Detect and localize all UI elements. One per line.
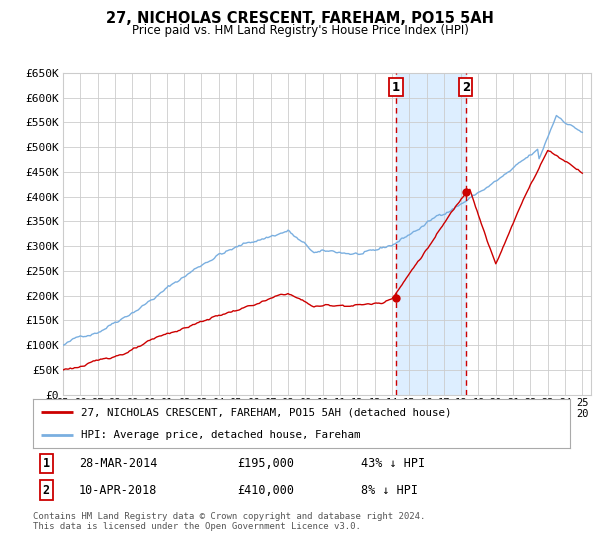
Text: HPI: Average price, detached house, Fareham: HPI: Average price, detached house, Fare… (82, 430, 361, 440)
Bar (396, 73, 466, 395)
Text: 8% ↓ HPI: 8% ↓ HPI (361, 483, 418, 497)
Text: 10-APR-2018: 10-APR-2018 (79, 483, 157, 497)
Text: £410,000: £410,000 (237, 483, 294, 497)
Text: 43% ↓ HPI: 43% ↓ HPI (361, 457, 425, 470)
Text: 1: 1 (392, 81, 400, 94)
Text: 2: 2 (43, 483, 50, 497)
Text: 1: 1 (43, 457, 50, 470)
Text: Price paid vs. HM Land Registry's House Price Index (HPI): Price paid vs. HM Land Registry's House … (131, 24, 469, 36)
Text: 2: 2 (462, 81, 470, 94)
Text: 27, NICHOLAS CRESCENT, FAREHAM, PO15 5AH: 27, NICHOLAS CRESCENT, FAREHAM, PO15 5AH (106, 11, 494, 26)
Text: Contains HM Land Registry data © Crown copyright and database right 2024.: Contains HM Land Registry data © Crown c… (33, 512, 425, 521)
Text: This data is licensed under the Open Government Licence v3.0.: This data is licensed under the Open Gov… (33, 522, 361, 531)
Text: 27, NICHOLAS CRESCENT, FAREHAM, PO15 5AH (detached house): 27, NICHOLAS CRESCENT, FAREHAM, PO15 5AH… (82, 407, 452, 417)
Text: 28-MAR-2014: 28-MAR-2014 (79, 457, 157, 470)
Text: £195,000: £195,000 (237, 457, 294, 470)
